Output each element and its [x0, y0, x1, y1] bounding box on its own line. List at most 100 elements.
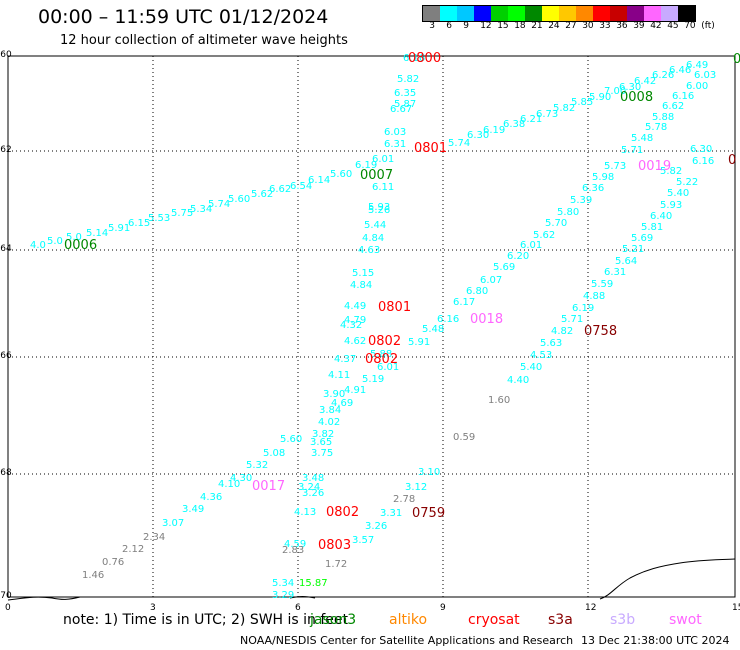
swh-value: 6.30	[619, 82, 641, 93]
swh-value: 4.91	[344, 385, 366, 396]
swh-value: 6.67	[390, 104, 412, 115]
swh-value: 4.79	[344, 315, 366, 326]
swh-value: 5.48	[631, 133, 653, 144]
swh-value: 5.82	[397, 74, 419, 85]
x-tick-label: 0	[5, 603, 11, 613]
swh-value: 5.81	[641, 222, 663, 233]
swh-value: 5.64	[615, 256, 637, 267]
swh-value: 5.19	[362, 374, 384, 385]
generated-timestamp: 13 Dec 21:38:00 UTC 2024	[581, 634, 730, 647]
swh-value: 3.12	[405, 482, 427, 493]
swh-value: 4.84	[362, 233, 384, 244]
swh-value: 6.01	[520, 240, 542, 251]
swh-value: 6.16	[692, 156, 714, 167]
legend-jason3: jason3	[310, 612, 357, 628]
swh-value: 1.46	[82, 570, 104, 581]
swh-value: 5.87	[394, 99, 416, 110]
swh-value: 6.62	[662, 101, 684, 112]
swh-value: 3.26	[302, 488, 324, 499]
swh-value: 4.84	[350, 280, 372, 291]
swh-value: 6.20	[507, 251, 529, 262]
swh-value: 6.30	[467, 130, 489, 141]
track-labels: 0006 0007 0008 0 0800 0801 0801 0802 0802 0802 080…	[64, 51, 740, 553]
swh-value: 5.88	[370, 349, 392, 360]
swh-value: 6.42	[634, 76, 656, 87]
y-tick-label: -62	[0, 145, 12, 155]
swh-value: 3.24	[298, 482, 320, 493]
scale-label: 42	[650, 21, 662, 31]
scale-label: 6	[446, 21, 452, 31]
scale-swatch	[593, 6, 610, 21]
map-grid	[7, 55, 736, 598]
scale-swatch	[678, 6, 695, 21]
coastline-segment	[599, 558, 736, 600]
x-tick-label: 15	[732, 603, 740, 613]
swh-value: 5.21	[622, 244, 644, 255]
swh-value: 4.30	[230, 473, 252, 484]
swh-value: 6.17	[453, 297, 475, 308]
swh-value: 4.63	[358, 245, 380, 256]
coastline-segment	[289, 596, 316, 599]
scale-swatch	[661, 6, 678, 21]
page-title: 00:00 – 11:59 UTC 01/12/2024	[38, 6, 329, 28]
swh-value: 5.70	[545, 218, 567, 229]
swh-value: 6.36	[582, 183, 604, 194]
legend-s3a: s3a	[548, 612, 573, 628]
y-tick-label: -64	[0, 244, 12, 254]
legend-s3b: s3b	[610, 612, 636, 628]
swh-value: 3.31	[380, 508, 402, 519]
scale-label: 18	[514, 21, 526, 31]
swh-value: 5.39	[570, 195, 592, 206]
swh-value: 2.83	[282, 545, 304, 556]
swh-value: 0.76	[102, 557, 124, 568]
scale-swatch	[423, 6, 440, 21]
swh-value: 5.80	[557, 207, 579, 218]
legend-altiko: altiko	[389, 612, 428, 628]
swh-value: 3.48	[302, 473, 324, 484]
y-tick-label: -60	[0, 50, 12, 60]
swh-value: 6.46	[669, 65, 691, 76]
swh-value: 5.74	[208, 199, 230, 210]
swh-value: 4.40	[507, 375, 529, 386]
track-pass-label: 0017	[252, 479, 285, 494]
swh-value: 3.07	[162, 518, 184, 529]
scale-label: 33	[599, 21, 611, 31]
swh-value: 6.35	[394, 88, 416, 99]
swh-value: 5.26	[368, 205, 390, 216]
swh-value: 5.08	[263, 448, 285, 459]
swh-value: 5.73	[604, 161, 626, 172]
swh-value: 4.32	[340, 320, 362, 331]
swh-value: 4.37	[334, 354, 356, 365]
scale-swatch	[610, 6, 627, 21]
swh-value: 6.54	[290, 181, 312, 192]
swh-value: 6.01	[372, 154, 394, 165]
swh-value: 5.0	[47, 236, 63, 247]
swh-value: 3.49	[182, 504, 204, 515]
track-pass-label: 0018	[470, 312, 503, 327]
swh-value: 5.60	[280, 434, 302, 445]
swh-value: 3.82	[312, 429, 334, 440]
scale-label: 15	[497, 21, 509, 31]
swh-value: 5.88	[652, 112, 674, 123]
track-pass-label: 0801	[414, 141, 447, 156]
scale-label: (ft)	[701, 21, 715, 31]
scale-label: 36	[616, 21, 628, 31]
swh-value: 4.10	[218, 479, 240, 490]
swh-value: 6.03	[384, 127, 406, 138]
swh-value: 5.71	[621, 145, 643, 156]
swh-value: 5.14	[86, 228, 108, 239]
swh-value: 5.40	[520, 362, 542, 373]
swh-value: 4.11	[328, 370, 350, 381]
swh-value: 3.75	[311, 448, 333, 459]
swh-value: 6.31	[384, 139, 406, 150]
y-tick-label: -68	[0, 468, 12, 478]
swh-value: 6.21	[520, 114, 542, 125]
swh-value: 5.60	[330, 169, 352, 180]
swh-value: 6.80	[466, 286, 488, 297]
swh-value: 4.02	[318, 417, 340, 428]
swh-value: 5.62	[251, 189, 273, 200]
y-tick-label: -66	[0, 351, 12, 361]
scale-label: 70	[684, 21, 696, 31]
swh-value: 5.90	[589, 92, 611, 103]
